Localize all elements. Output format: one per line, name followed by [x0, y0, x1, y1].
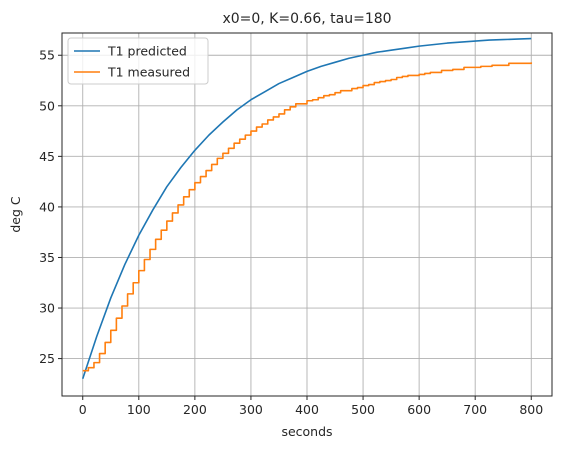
legend: T1 predicted T1 measured [67, 37, 209, 85]
x-tick-label: 400 [295, 402, 319, 417]
x-axis-label: seconds [281, 424, 332, 439]
y-tick-label: 55 [39, 48, 55, 63]
x-tick-label: 600 [407, 402, 431, 417]
y-tick-label: 45 [39, 149, 55, 164]
y-tick-label: 35 [39, 250, 55, 265]
legend-label-measured: T1 measured [107, 65, 190, 80]
legend-box [67, 37, 209, 85]
y-tick-label: 30 [39, 301, 55, 316]
axis-ticks: 0 100 200 300 400 500 600 700 800 25 30 35 40 45 50 55 [39, 48, 543, 417]
x-tick-label: 500 [351, 402, 375, 417]
y-tick-label: 25 [39, 351, 55, 366]
x-tick-label: 300 [239, 402, 263, 417]
x-tick-label: 200 [183, 402, 207, 417]
x-tick-label: 700 [463, 402, 487, 417]
x-tick-label: 800 [519, 402, 543, 417]
y-tick-label: 50 [39, 98, 55, 113]
x-tick-label: 0 [79, 402, 87, 417]
y-tick-label: 40 [39, 199, 55, 214]
legend-label-predicted: T1 predicted [107, 44, 187, 59]
grid [62, 33, 552, 396]
x-tick-label: 100 [127, 402, 151, 417]
chart-title: x0=0, K=0.66, tau=180 [222, 11, 391, 27]
series-line-predicted [81, 37, 532, 380]
y-axis-label: deg C [8, 196, 23, 233]
series-group [81, 37, 533, 380]
series-line-measured [82, 62, 533, 372]
